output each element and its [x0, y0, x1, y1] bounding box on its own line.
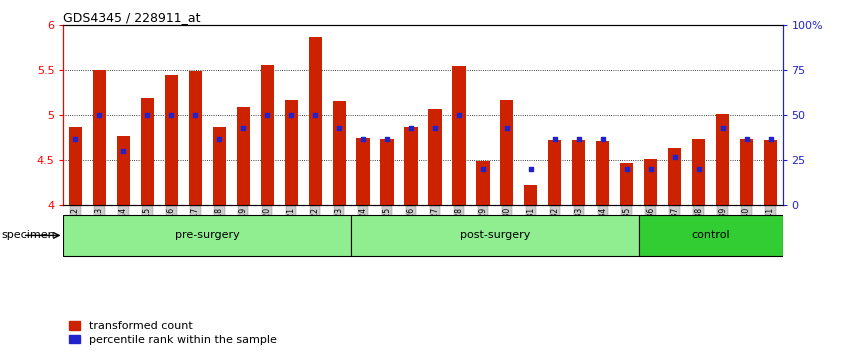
Point	[572, 136, 585, 141]
Bar	[309, 38, 321, 205]
Bar	[428, 109, 442, 205]
Bar	[284, 100, 298, 205]
Point	[308, 112, 321, 118]
Legend: transformed count, percentile rank within the sample: transformed count, percentile rank withi…	[69, 321, 277, 345]
Point	[284, 112, 298, 118]
Text: GDS4345 / 228911_at: GDS4345 / 228911_at	[63, 11, 201, 24]
Point	[596, 136, 609, 141]
FancyBboxPatch shape	[63, 215, 351, 256]
Bar	[525, 184, 537, 205]
Bar	[189, 71, 202, 205]
Point	[476, 166, 490, 172]
Point	[667, 154, 681, 159]
Point	[92, 112, 106, 118]
Point	[452, 112, 465, 118]
Bar	[572, 140, 585, 205]
Bar	[212, 127, 226, 205]
Bar	[668, 148, 681, 205]
Bar	[716, 114, 729, 205]
Bar	[500, 100, 514, 205]
Bar	[476, 161, 490, 205]
Text: control: control	[691, 230, 730, 240]
Point	[739, 136, 753, 141]
Point	[117, 148, 130, 154]
Point	[620, 166, 634, 172]
Point	[236, 125, 250, 131]
Bar	[740, 139, 753, 205]
Point	[524, 166, 537, 172]
Point	[548, 136, 562, 141]
Bar	[381, 139, 393, 205]
Bar	[165, 75, 178, 205]
Point	[404, 125, 418, 131]
Bar	[356, 138, 370, 205]
Text: specimen: specimen	[2, 230, 56, 240]
Bar	[69, 127, 82, 205]
FancyBboxPatch shape	[351, 215, 639, 256]
Point	[356, 136, 370, 141]
Point	[189, 112, 202, 118]
Bar	[596, 141, 609, 205]
Point	[692, 166, 706, 172]
Bar	[644, 159, 657, 205]
Bar	[93, 70, 106, 205]
Bar	[117, 136, 130, 205]
Bar	[620, 163, 634, 205]
Bar	[237, 107, 250, 205]
FancyBboxPatch shape	[639, 215, 783, 256]
Point	[261, 112, 274, 118]
Point	[644, 166, 657, 172]
Point	[380, 136, 393, 141]
Bar	[453, 66, 465, 205]
Point	[69, 136, 82, 141]
Bar	[764, 140, 777, 205]
Point	[428, 125, 442, 131]
Bar	[548, 140, 562, 205]
Point	[500, 125, 514, 131]
Point	[764, 136, 777, 141]
Point	[716, 125, 729, 131]
Point	[212, 136, 226, 141]
Point	[164, 112, 178, 118]
Bar	[332, 101, 346, 205]
Bar	[261, 65, 274, 205]
Point	[332, 125, 346, 131]
Bar	[140, 98, 154, 205]
Text: pre-surgery: pre-surgery	[175, 230, 239, 240]
Point	[140, 112, 154, 118]
Bar	[404, 127, 418, 205]
Bar	[692, 139, 706, 205]
Text: post-surgery: post-surgery	[459, 230, 530, 240]
